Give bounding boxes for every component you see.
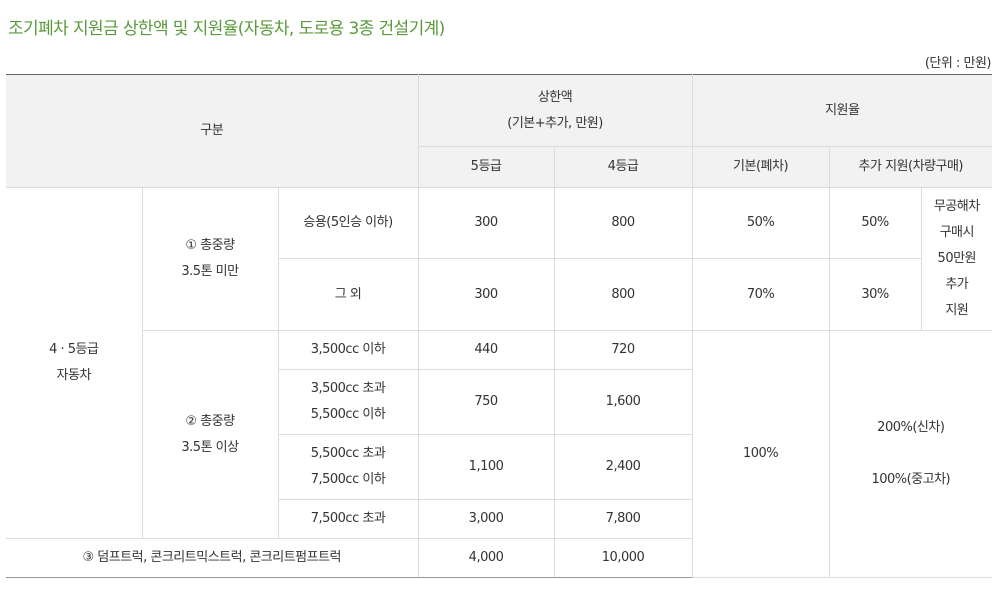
note-line4: 추가: [945, 277, 969, 292]
row4-g4: 1,600: [553, 369, 693, 435]
row1-type: 승용(5인승 이하): [277, 187, 419, 259]
row3-g4: 720: [553, 330, 693, 370]
header-grade5: 5등급: [418, 146, 555, 188]
row4-type: 3,500cc 초과 5,500cc 이하: [278, 369, 419, 435]
header-limit-title: 상한액: [537, 89, 573, 105]
row5-type: 5,500cc 초과 7,500cc 이하: [278, 434, 419, 500]
header-grade4: 4등급: [553, 146, 693, 188]
group-label-line2: 자동차: [56, 368, 92, 383]
row3-g5: 440: [417, 330, 555, 370]
row2-g4: 800: [553, 258, 693, 331]
header-category: 구분: [6, 74, 419, 188]
row1-basic: 50%: [691, 187, 830, 259]
row7-g4: 10,000: [553, 538, 693, 578]
heavy-rate-extra-used: 100%(중고차): [871, 472, 951, 487]
subsidy-table: 구분 상한액 (기본+추가, 만원) 지원율 5등급 4등급 기본(폐차) 추가…: [6, 74, 993, 578]
note-line1: 무공해차: [933, 199, 980, 214]
unit-label: (단위 : 만원): [924, 56, 992, 71]
row4-type-line1: 3,500cc 초과: [310, 381, 386, 396]
note-line3: 50만원: [937, 251, 977, 266]
row6-g4: 7,800: [553, 499, 693, 539]
subgroup-over35-line2: 3.5톤 이상: [181, 439, 239, 455]
row7-type: ③ 덤프트럭, 콘크리트믹스트럭, 콘크리트펌프트럭: [6, 538, 419, 578]
group-label-line1: 4 · 5등급: [49, 342, 99, 357]
header-rate-basic: 기본(폐차): [691, 146, 830, 188]
row1-g4: 800: [553, 187, 693, 259]
row2-extra: 30%: [828, 258, 922, 331]
row7-g5: 4,000: [417, 538, 555, 578]
row2-basic: 70%: [691, 258, 830, 331]
page-title: 조기폐차 지원금 상한액 및 지원율(자동차, 도로용 3종 건설기계): [8, 19, 445, 39]
subgroup-under35: ① 총중량 3.5톤 미만: [141, 187, 279, 331]
header-limit: 상한액 (기본+추가, 만원): [417, 74, 693, 147]
heavy-rate-extra: 200%(신차) 100%(중고차): [828, 330, 993, 578]
row5-g4: 2,400: [553, 434, 693, 500]
row1-g5: 300: [417, 187, 555, 259]
header-rate-extra: 추가 지원(차량구매): [828, 146, 993, 188]
row4-type-line2: 5,500cc 이하: [310, 407, 386, 422]
group-label-grade45: 4 · 5등급 자동차: [6, 187, 143, 539]
subgroup-under35-line2: 3.5톤 미만: [181, 264, 239, 279]
row6-type: 7,500cc 초과: [278, 499, 419, 539]
row6-g5: 3,000: [417, 499, 555, 539]
note-line5: 지원: [945, 303, 969, 318]
row3-type: 3,500cc 이하: [277, 330, 419, 370]
row2-type: 그 외: [278, 258, 419, 331]
subgroup-under35-line1: ① 총중량: [185, 238, 235, 253]
row1-extra: 50%: [828, 187, 922, 259]
row2-g5: 300: [417, 258, 555, 331]
header-limit-sub: (기본+추가, 만원): [507, 115, 603, 131]
heavy-rate-basic: 100%: [691, 330, 830, 578]
row4-g5: 750: [417, 369, 555, 435]
subgroup-over35-line1: ② 총중량: [185, 413, 235, 429]
subgroup-over35: ② 총중량 3.5톤 이상: [142, 330, 279, 539]
header-rate: 지원율: [691, 74, 993, 147]
row5-type-line2: 7,500cc 이하: [310, 472, 386, 487]
heavy-rate-extra-new: 200%(신차): [877, 420, 945, 435]
zero-emission-note: 무공해차 구매시 50만원 추가 지원: [920, 187, 993, 331]
note-line2: 구매시: [939, 225, 975, 240]
row5-type-line1: 5,500cc 초과: [310, 446, 386, 461]
row5-g5: 1,100: [417, 434, 555, 500]
